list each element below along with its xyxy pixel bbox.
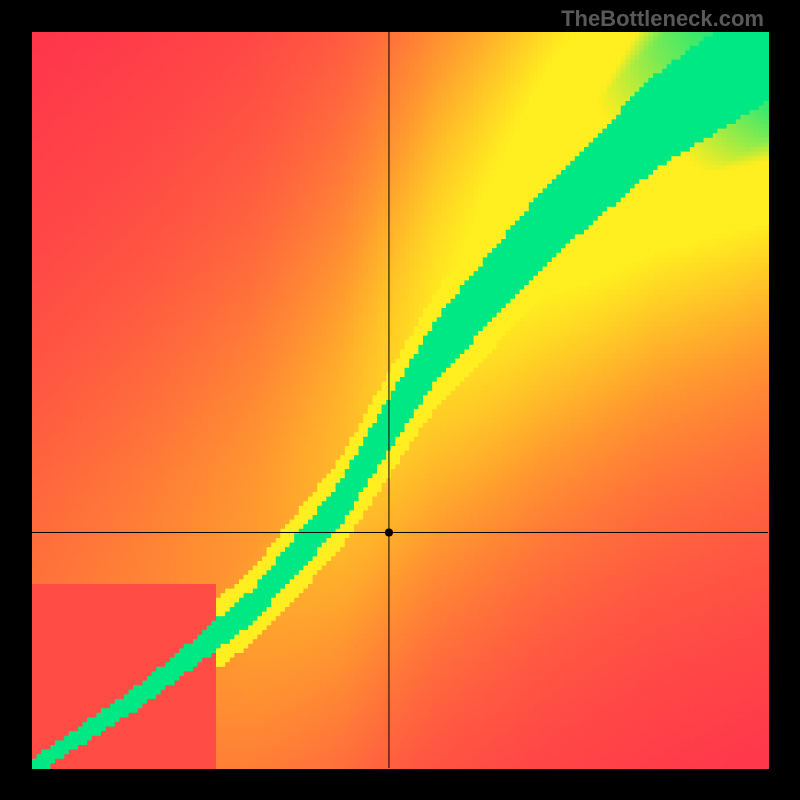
bottleneck-heatmap: [0, 0, 800, 800]
watermark-text: TheBottleneck.com: [561, 6, 764, 32]
